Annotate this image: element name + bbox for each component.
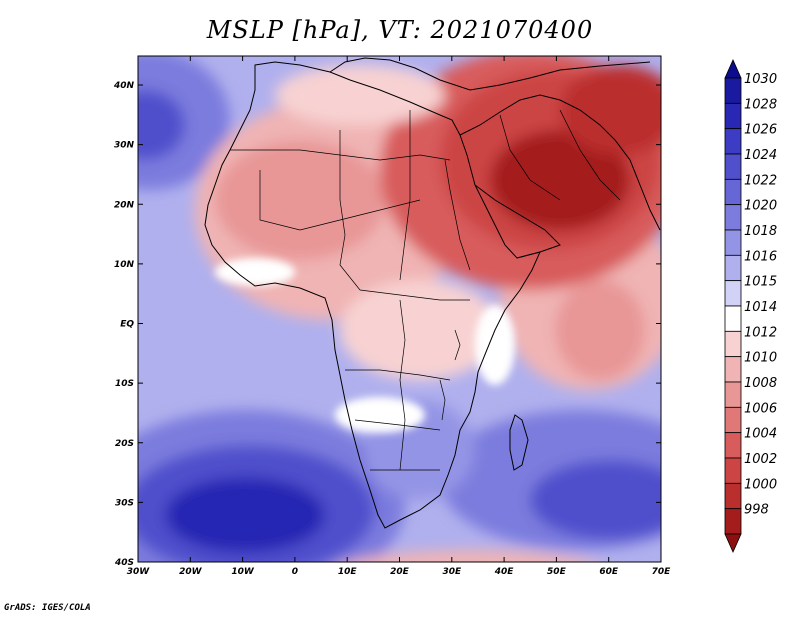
lat-tick-label: 20S: [115, 439, 134, 449]
mediterranean-field: [275, 65, 445, 125]
colorbar-swatch: [724, 204, 742, 231]
madagascar-coastline: [509, 414, 529, 471]
lat-tick-label: 10N: [114, 260, 135, 270]
colorbar-label: 1022: [744, 173, 777, 188]
border-line: [345, 369, 451, 381]
southern-low-belt: [350, 550, 590, 562]
lon-tick-label: 40E: [494, 567, 515, 577]
lat-tick-label: 30N: [114, 141, 135, 151]
lon-tick-label: 30E: [442, 567, 462, 577]
lon-tick-label: 10E: [338, 567, 358, 577]
lat-tick-label: 40N: [113, 81, 135, 91]
grads-credit: GrADS: IGES/COLA: [4, 603, 91, 613]
chart-title: MSLP [hPa], VT: 2021070400: [206, 16, 594, 44]
colorbar-bottom-arrow: [724, 533, 742, 553]
colorbar-swatch: [724, 406, 742, 434]
colorbar-swatch: [724, 77, 742, 104]
colorbar-label: 1012: [744, 325, 777, 340]
colorbar-label: 1024: [744, 148, 777, 163]
lon-tick-label: 60E: [599, 567, 619, 577]
indian-ocean-high-core: [530, 460, 661, 540]
colorbar-swatch: [724, 457, 742, 484]
gulf-of-guinea-ridge: [215, 258, 295, 286]
pressure-field: [138, 56, 661, 562]
coastlines: [204, 57, 661, 529]
lon-tick-label: 30W: [127, 567, 151, 577]
colorbar-label: 1020: [744, 199, 777, 214]
lat-tick-label: EQ: [120, 320, 134, 330]
colorbar-swatch: [724, 128, 742, 155]
colorbar-swatch: [724, 356, 742, 383]
border-line: [359, 289, 470, 301]
colorbar-label: 1016: [744, 249, 777, 264]
colorbar: 1030 1028 1026 1024 1022 1020 1018 1016 1015 1014…: [724, 59, 777, 553]
arabia-coastline: [474, 184, 561, 259]
lon-tick-label: 70E: [652, 567, 672, 577]
colorbar-label: 1000: [744, 477, 777, 492]
asia-coastline: [459, 94, 661, 231]
border-line: [339, 130, 361, 291]
border-line: [354, 419, 441, 431]
colorbar-swatch: [724, 153, 742, 180]
colorbar-swatch: [724, 508, 742, 535]
colorbar-label: 1026: [744, 123, 777, 138]
europe-coastline: [329, 57, 651, 91]
border-line: [259, 170, 421, 231]
south-atlantic-high-core: [165, 477, 325, 553]
border-line: [399, 110, 411, 281]
colorbar-label: 1008: [744, 376, 777, 391]
north-atlantic-high-core: [138, 90, 185, 160]
somali-coast-ridge: [475, 305, 515, 385]
angola-ridge: [335, 397, 425, 433]
colorbar-label: 1010: [744, 351, 777, 366]
colorbar-swatch: [724, 482, 742, 510]
colorbar-swatch: [724, 280, 742, 307]
middle-east-low-core: [490, 130, 630, 230]
lat-tick-label: 30S: [115, 498, 134, 508]
colorbar-swatch: [724, 254, 742, 282]
colorbar-label: 1004: [744, 427, 777, 442]
country-borders: [230, 109, 621, 471]
colorbar-label: 1014: [744, 300, 777, 315]
lon-tick-label: 0: [292, 567, 298, 577]
africa-coastline: [204, 61, 541, 529]
lat-tick-label: 10S: [115, 379, 134, 389]
border-line: [499, 114, 561, 201]
border-line: [399, 299, 406, 471]
central-africa-low: [340, 280, 500, 380]
colorbar-label: 1028: [744, 97, 777, 112]
asia-low: [560, 65, 661, 155]
colorbar-swatch: [724, 432, 742, 459]
lat-tick-label: 20N: [114, 200, 135, 210]
colorbar-swatch: [724, 178, 742, 206]
colorbar-label: 998: [744, 503, 769, 518]
arabian-sea-low-core: [555, 280, 645, 380]
lat-tick-label: 40S: [114, 558, 134, 568]
colorbar-swatch: [724, 305, 742, 332]
colorbar-label: 1015: [744, 275, 777, 290]
lon-tick-label: 50E: [547, 567, 567, 577]
lake-outline: [454, 329, 461, 361]
colorbar-label: 1030: [744, 72, 777, 87]
border-line: [559, 109, 621, 201]
lon-tick-label: 10W: [231, 567, 255, 577]
colorbar-label: 1006: [744, 401, 777, 416]
lon-tick-label: 20W: [179, 567, 203, 577]
lake-outline: [439, 379, 446, 421]
lon-tick-label: 20E: [390, 567, 410, 577]
colorbar-swatch: [724, 229, 742, 256]
colorbar-swatch: [724, 102, 742, 130]
colorbar-top-arrow: [724, 59, 742, 79]
colorbar-label: 1002: [744, 452, 777, 467]
colorbar-swatch: [724, 330, 742, 358]
colorbar-label: 1018: [744, 224, 777, 239]
sahara-low-core: [215, 140, 385, 260]
border-line: [444, 159, 471, 271]
axis-ticks: 30W 20W 10W 0 10E 20E 30E 40E 50E 60E 70E 40N 30N 20N…: [113, 56, 671, 577]
colorbar-swatch: [724, 381, 742, 408]
